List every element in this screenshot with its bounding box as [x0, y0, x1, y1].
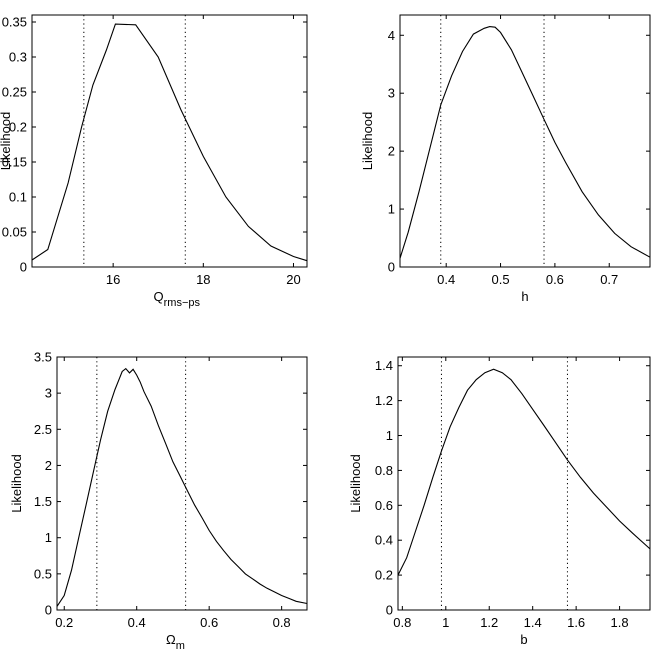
x-tick-label: 0.8	[273, 615, 291, 630]
y-tick-label: 0.5	[34, 566, 52, 581]
y-tick-label: 0	[45, 603, 52, 618]
y-tick-label: 0.6	[375, 498, 393, 513]
y-tick-label: 3	[45, 386, 52, 401]
y-axis-label: Likelihood	[0, 112, 13, 171]
y-tick-label: 0.4	[375, 533, 393, 548]
panel-h: 0.4 0.5 0.6 0.7 0 1 2 3 4 h Likelihood	[360, 14, 651, 304]
x-tick-label: 1.2	[480, 615, 498, 630]
y-tick-label: 4	[388, 28, 395, 43]
panel-b: 0.8 1 1.2 1.4 1.6 1.8 0 0.2 0.4 0.6 0.8 1 1.2 1.4 b Lik…	[348, 356, 651, 647]
panel-omega-m: 0.2 0.4 0.6 0.8 0 0.5 1 1.5 2 2.5 3 3.5 Ωm Likelihood	[9, 350, 308, 652]
y-tick-label: 1.2	[375, 393, 393, 408]
likelihood-curve-b	[397, 368, 651, 576]
x-tick-label: 0.2	[55, 615, 73, 630]
x-tick-label: 1.6	[567, 615, 585, 630]
y-tick-label: 3.5	[34, 350, 52, 365]
y-axis-label: Likelihood	[360, 112, 375, 171]
x-axis-label: h	[521, 289, 528, 304]
x-tick-label: 0.5	[492, 272, 510, 287]
y-tick-label: 0.8	[375, 463, 393, 478]
x-axis-label: Qrms−ps	[154, 289, 201, 309]
x-axis-label: b	[520, 632, 527, 647]
x-tick-label: 0.7	[600, 272, 618, 287]
x-tick-label: 1.4	[524, 615, 542, 630]
y-tick-label: 0.25	[2, 85, 27, 100]
panel-qrms: 16 18 20 0 0.05 0.1 0.15 0.2 0.25 0.3 0.35 Qrms−ps L…	[0, 14, 308, 309]
y-tick-label: 0	[388, 260, 395, 275]
y-tick-label: 0.2	[9, 120, 27, 135]
x-tick-label: 18	[196, 272, 210, 287]
y-tick-label: 0.2	[375, 568, 393, 583]
y-tick-label: 1.4	[375, 358, 393, 373]
x-tick-label: 1	[442, 615, 449, 630]
y-tick-label: 2	[388, 144, 395, 159]
x-tick-label: 1.8	[611, 615, 629, 630]
y-tick-label: 1	[386, 428, 393, 443]
y-tick-label: 0.3	[9, 50, 27, 65]
axes-frame	[56, 356, 308, 611]
axes-frame	[399, 14, 651, 268]
likelihood-curve-h	[399, 26, 651, 259]
axes-frame	[31, 14, 308, 268]
y-tick-label: 0.35	[2, 15, 27, 30]
x-tick-label: 0.6	[200, 615, 218, 630]
y-tick-label: 0.15	[2, 155, 27, 170]
y-tick-label: 1.5	[34, 494, 52, 509]
y-tick-label: 0	[386, 603, 393, 618]
x-tick-label: 20	[286, 272, 300, 287]
x-tick-label: 0.4	[437, 272, 455, 287]
y-tick-label: 1	[45, 530, 52, 545]
y-tick-label: 2.5	[34, 422, 52, 437]
x-axis-label: Ωm	[166, 632, 185, 652]
y-tick-label: 0	[20, 260, 27, 275]
y-tick-label: 3	[388, 86, 395, 101]
x-tick-label: 0.8	[393, 615, 411, 630]
y-tick-label: 0.05	[2, 225, 27, 240]
axes-frame	[397, 356, 651, 611]
x-tick-label: 0.4	[128, 615, 146, 630]
y-tick-label: 1	[388, 202, 395, 217]
x-tick-label: 0.6	[546, 272, 564, 287]
likelihood-curve-qrms	[31, 23, 308, 262]
y-tick-label: 0.1	[9, 190, 27, 205]
likelihood-curve-omega-m	[56, 367, 308, 607]
y-axis-label: Likelihood	[348, 454, 363, 513]
y-axis-label: Likelihood	[9, 454, 24, 513]
y-tick-label: 2	[45, 458, 52, 473]
x-tick-label: 16	[106, 272, 120, 287]
